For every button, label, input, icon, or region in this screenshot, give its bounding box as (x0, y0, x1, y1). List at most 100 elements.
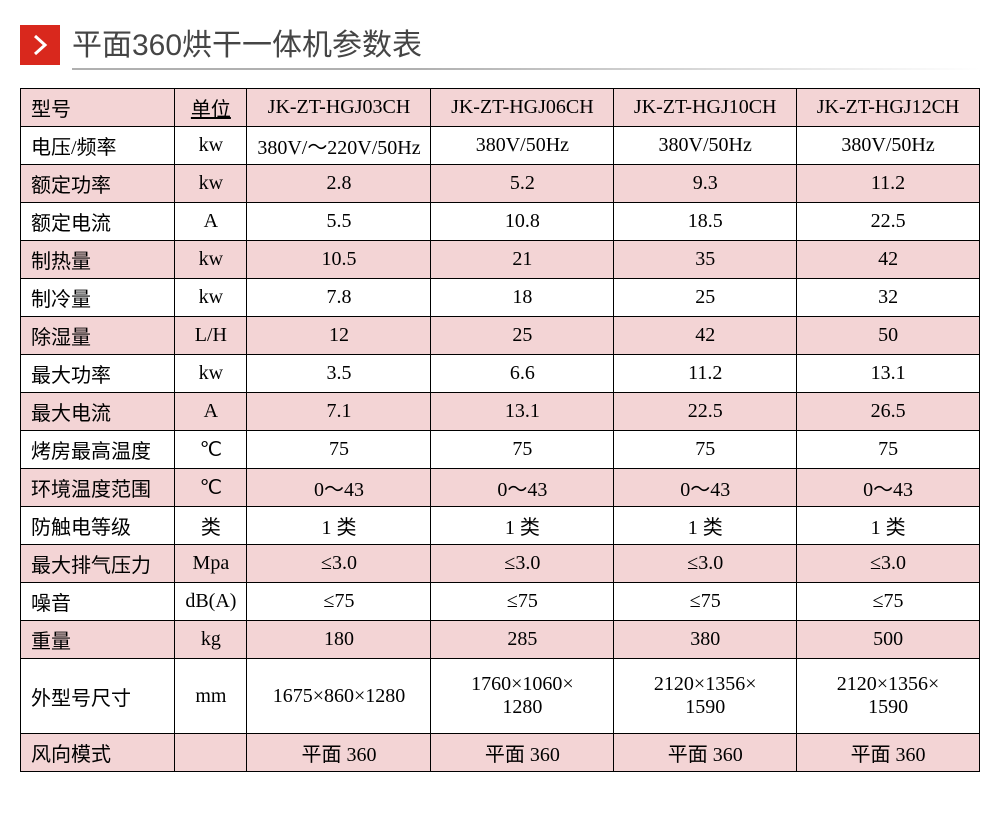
row-value: 平面 360 (247, 734, 431, 772)
row-unit: kw (175, 355, 247, 393)
row-value: 9.3 (614, 165, 797, 203)
row-value: 2120×1356×1590 (797, 659, 980, 734)
table-row: 制热量kw10.5213542 (21, 241, 980, 279)
header-label: 型号 (21, 89, 175, 127)
row-label: 重量 (21, 621, 175, 659)
row-value: 12 (247, 317, 431, 355)
table-row: 重量kg180285380500 (21, 621, 980, 659)
row-value: 1 类 (614, 507, 797, 545)
row-unit: dB(A) (175, 583, 247, 621)
row-value: 380 (614, 621, 797, 659)
row-value: 380V/50Hz (614, 127, 797, 165)
row-value: 1 类 (431, 507, 614, 545)
table-row: 风向模式平面 360平面 360平面 360平面 360 (21, 734, 980, 772)
row-value: ≤3.0 (797, 545, 980, 583)
row-value: 5.2 (431, 165, 614, 203)
header-model: JK-ZT-HGJ12CH (797, 89, 980, 127)
row-label: 最大功率 (21, 355, 175, 393)
row-value: ≤3.0 (431, 545, 614, 583)
row-value: ≤3.0 (614, 545, 797, 583)
spec-table: 型号 单位 JK-ZT-HGJ03CH JK-ZT-HGJ06CH JK-ZT-… (20, 88, 980, 772)
row-unit: kw (175, 241, 247, 279)
row-value: 180 (247, 621, 431, 659)
table-row: 除湿量L/H12254250 (21, 317, 980, 355)
row-label: 制热量 (21, 241, 175, 279)
row-value: 11.2 (797, 165, 980, 203)
row-value: 0～43 (247, 469, 431, 507)
row-value: 7.1 (247, 393, 431, 431)
header-model: JK-ZT-HGJ10CH (614, 89, 797, 127)
table-row: 防触电等级类1 类1 类1 类1 类 (21, 507, 980, 545)
row-value: ≤75 (247, 583, 431, 621)
row-unit: kw (175, 165, 247, 203)
row-label: 防触电等级 (21, 507, 175, 545)
row-label: 噪音 (21, 583, 175, 621)
row-value: 75 (431, 431, 614, 469)
row-unit: kw (175, 127, 247, 165)
row-unit: kw (175, 279, 247, 317)
row-value: 285 (431, 621, 614, 659)
row-value: 平面 360 (797, 734, 980, 772)
row-value: 380V/50Hz (797, 127, 980, 165)
row-value: 10.8 (431, 203, 614, 241)
row-label: 风向模式 (21, 734, 175, 772)
row-label: 环境温度范围 (21, 469, 175, 507)
table-row: 制冷量kw7.8182532 (21, 279, 980, 317)
row-unit: kg (175, 621, 247, 659)
row-unit: 类 (175, 507, 247, 545)
row-label: 制冷量 (21, 279, 175, 317)
row-value: 380V/50Hz (431, 127, 614, 165)
table-row: 最大电流A7.113.122.526.5 (21, 393, 980, 431)
row-value: 11.2 (614, 355, 797, 393)
table-row: 额定电流A5.510.818.522.5 (21, 203, 980, 241)
row-unit: L/H (175, 317, 247, 355)
row-value: 平面 360 (431, 734, 614, 772)
title-underline (72, 68, 980, 70)
row-value: 75 (247, 431, 431, 469)
row-value: 6.6 (431, 355, 614, 393)
row-value: 18 (431, 279, 614, 317)
row-value: 50 (797, 317, 980, 355)
table-row: 电压/频率kw380V/～220V/50Hz380V/50Hz380V/50Hz… (21, 127, 980, 165)
row-unit: Mpa (175, 545, 247, 583)
page-header: 平面360烘干一体机参数表 (20, 20, 980, 70)
row-value: 3.5 (247, 355, 431, 393)
row-value: 32 (797, 279, 980, 317)
row-value: 0～43 (614, 469, 797, 507)
row-label: 最大排气压力 (21, 545, 175, 583)
row-value: ≤75 (797, 583, 980, 621)
page-title: 平面360烘干一体机参数表 (72, 20, 980, 64)
row-value: 35 (614, 241, 797, 279)
row-value: 0～43 (431, 469, 614, 507)
row-unit: mm (175, 659, 247, 734)
row-value: 42 (614, 317, 797, 355)
row-value: 21 (431, 241, 614, 279)
row-value: 18.5 (614, 203, 797, 241)
row-label: 烤房最高温度 (21, 431, 175, 469)
row-value: 42 (797, 241, 980, 279)
row-value: 22.5 (614, 393, 797, 431)
row-value: 5.5 (247, 203, 431, 241)
row-value: 1 类 (797, 507, 980, 545)
row-value: 380V/～220V/50Hz (247, 127, 431, 165)
row-value: 2120×1356×1590 (614, 659, 797, 734)
row-unit: A (175, 203, 247, 241)
row-unit (175, 734, 247, 772)
row-value: 1675×860×1280 (247, 659, 431, 734)
row-value: 1760×1060×1280 (431, 659, 614, 734)
row-value: 7.8 (247, 279, 431, 317)
row-value: 22.5 (797, 203, 980, 241)
row-unit: A (175, 393, 247, 431)
table-row: 最大排气压力Mpa≤3.0≤3.0≤3.0≤3.0 (21, 545, 980, 583)
row-value: 13.1 (431, 393, 614, 431)
row-value: 2.8 (247, 165, 431, 203)
row-value: 26.5 (797, 393, 980, 431)
row-value: 13.1 (797, 355, 980, 393)
row-label: 最大电流 (21, 393, 175, 431)
row-label: 外型号尺寸 (21, 659, 175, 734)
row-label: 额定功率 (21, 165, 175, 203)
row-unit: ℃ (175, 431, 247, 469)
row-value: ≤75 (614, 583, 797, 621)
table-row: 最大功率kw3.56.611.213.1 (21, 355, 980, 393)
row-label: 额定电流 (21, 203, 175, 241)
